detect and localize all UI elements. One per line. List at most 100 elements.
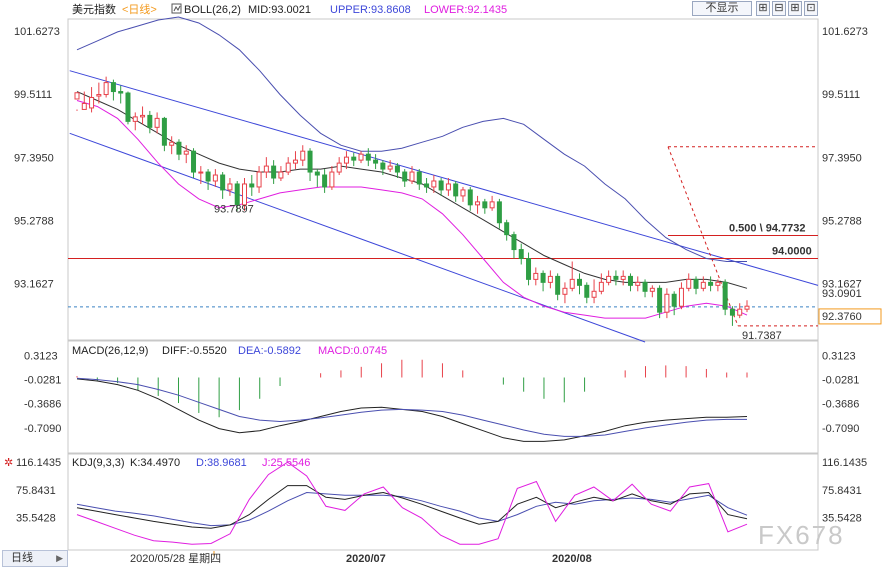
candle-body-71 [591,290,597,298]
candle-body-72 [598,281,604,292]
macd-ytick-0: 0.3123 [822,350,856,362]
candle-body-79 [649,287,655,292]
hide-button[interactable]: 不显示 [692,1,752,16]
candle-body-77 [635,281,641,286]
price-ytick-left-1: 99.5111 [14,89,52,101]
fullscreen-icon[interactable]: ⊡ [804,1,818,16]
x-label-jul: 2020/07 [346,553,386,565]
kdj-j-line [76,461,748,545]
period-label: <日线> [122,2,157,16]
candle-body-70 [584,284,590,298]
candle-body-27 [271,165,277,179]
price-ytick-left-0: 101.6273 [14,26,60,38]
candle-body-31 [300,150,306,161]
last-price-label: 93.0901 [822,288,862,300]
period-selector-label: 日线 [11,552,33,564]
kdj-ytick-2: 35.5428 [822,513,862,525]
candle-body-6 [118,91,124,94]
candle-body-64 [540,272,546,283]
candle-body-16 [191,150,197,173]
boll-mid: MID:93.0021 [248,4,311,16]
candle-body-26 [263,165,269,173]
candle-body-74 [613,275,619,280]
candle-body-91 [737,308,743,316]
macd-ytick-2: -0.3686 [822,399,859,411]
candle-body-55 [475,201,481,206]
candle-body-73 [606,275,612,283]
macd-dea-line [76,377,747,437]
boll-icon-stroke [173,5,181,12]
candle-body-17 [198,171,204,174]
candle-body-21 [227,183,233,191]
candle-body-23 [242,183,247,206]
candle-body-63 [533,272,539,280]
candle-body-1 [81,102,87,110]
candle-body-54 [467,189,473,206]
candle-body-56 [482,201,488,209]
candle-body-52 [453,183,459,197]
candle-body-18 [205,171,211,182]
zoom-in-icon[interactable]: ⊞ [756,1,770,16]
candle-body-2 [89,97,95,109]
boll-lower: LOWER:92.1435 [424,4,507,16]
candle-body-88 [715,281,721,286]
price-ytick-3: 95.2788 [822,215,862,227]
candle-body-89 [722,281,728,310]
boll-indicator: BOLL(26,2) [184,4,241,16]
candle-body-86 [700,281,706,289]
candle-body-82 [671,293,677,307]
candle-body-40 [365,153,371,161]
candle-body-38 [351,156,357,161]
kdj-ytick-left-0: 116.1435 [16,457,61,469]
grid-icon[interactable]: ⊞ [788,1,802,16]
low-value-label: 91.7387 [742,330,782,342]
candle-body-28 [278,171,284,179]
macd-diff-line [76,378,748,442]
kdj-ytick-1: 75.8431 [822,485,862,497]
macd-diff: DIFF:-0.5520 [162,345,227,357]
candle-body-3 [96,94,102,97]
kdj-pane-frame [67,453,819,551]
candle-body-33 [314,171,320,176]
fib-diagonal-line [667,146,739,327]
period-selector[interactable]: 日线 ▶ [2,550,68,567]
candle-body-65 [547,275,553,283]
channel-top-line [69,70,819,286]
candle-body-59 [504,222,510,236]
settings-gear-icon[interactable]: ✲ [4,457,13,469]
kdj-ytick-left-1: 75.8431 [16,485,56,497]
kdj-k: K:34.4970 [130,457,180,469]
candle-body-35 [329,171,335,188]
candle-body-60 [511,234,517,251]
candle-body-53 [460,189,466,197]
macd-ytick-left-0: 0.3123 [24,350,58,362]
candle-body-39 [358,153,364,161]
candle-body-57 [489,201,495,209]
boll-upper: UPPER:93.8608 [330,4,411,16]
candle-body-83 [678,287,684,307]
candle-body-80 [657,287,663,313]
candle-body-47 [416,171,422,185]
kdj-j: J:25.5546 [262,457,310,469]
fib-50-label: 0.500 \ 94.7732 [729,222,805,234]
kdj-d-line [76,491,748,527]
candle-body-51 [445,183,451,191]
boll-lower-line [76,100,748,319]
candle-body-29 [285,162,291,173]
current-price-label: 92.3760 [822,311,862,323]
macd-dea: DEA:-0.5892 [238,345,301,357]
kdj-ytick-left-2: 35.5428 [16,513,56,525]
x-date-label: 2020/05/28 星期四 [130,552,221,565]
candle-body-34 [322,174,328,188]
kdj-ytick-0: 116.1435 [822,457,867,469]
macd-value: MACD:0.0745 [318,345,387,357]
boll-upper-line [76,16,747,262]
zoom-out-icon[interactable]: ⊟ [772,1,786,16]
candle-body-37 [343,156,349,164]
kdj-title: KDJ(9,3,3) [72,457,125,469]
candle-body-19 [212,174,218,182]
candle-body-92 [744,305,750,310]
macd-pane-frame [67,340,819,454]
candle-body-8 [132,116,138,122]
